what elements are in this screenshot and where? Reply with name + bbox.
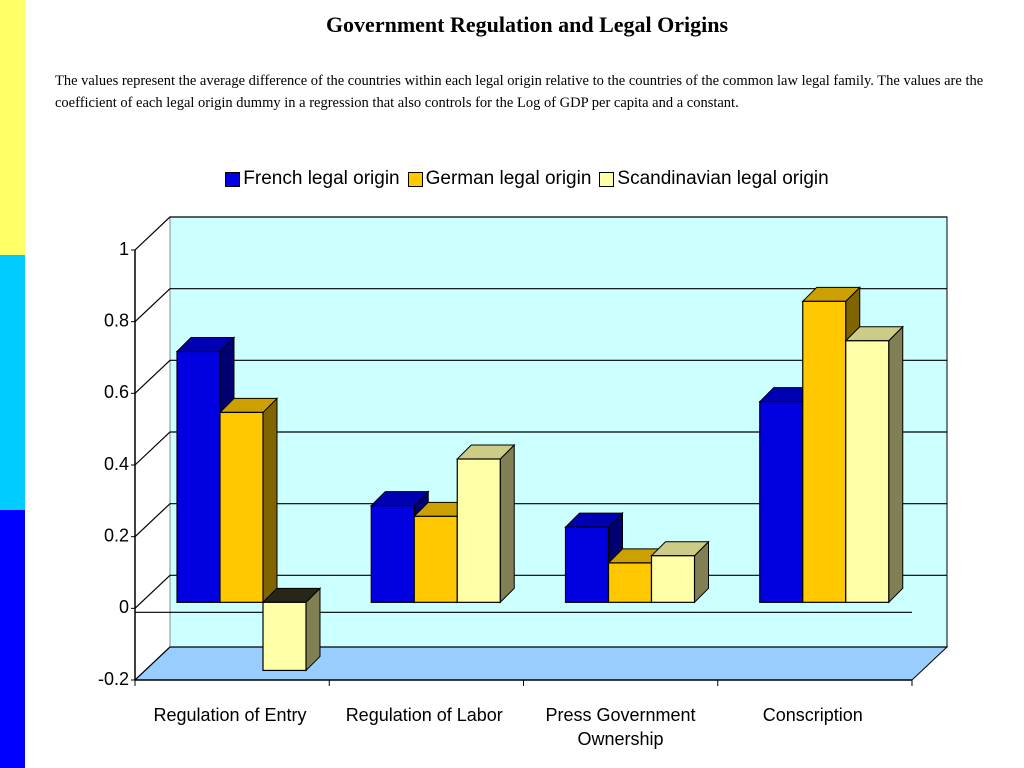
x-tick-label: Conscription <box>762 705 863 725</box>
legend-item: German legal origin <box>407 168 592 190</box>
bar <box>845 340 890 603</box>
bar <box>176 350 221 603</box>
legend-label: French legal origin <box>243 168 400 189</box>
y-tick-label: 0.8 <box>104 310 129 330</box>
floor <box>133 646 949 681</box>
grid-line <box>134 503 947 538</box>
bar <box>564 526 610 603</box>
bar <box>413 515 458 603</box>
y-tick-label: 0.2 <box>104 525 129 545</box>
grid-line <box>134 431 947 466</box>
bar <box>759 401 804 603</box>
bar <box>607 562 653 603</box>
y-tick-label: 0 <box>119 597 129 617</box>
chart-title: Government Regulation and Legal Origins <box>325 12 729 37</box>
bar <box>456 458 501 603</box>
bar <box>650 555 696 603</box>
stripe <box>0 510 25 768</box>
legend-swatch <box>225 171 241 187</box>
y-tick-label: -0.2 <box>98 669 129 689</box>
y-tick-label: 0.4 <box>104 454 129 474</box>
bar <box>262 601 307 672</box>
grid-line <box>134 646 947 681</box>
legend-label: German legal origin <box>425 168 592 189</box>
bar <box>370 504 415 603</box>
bar-side <box>262 397 278 604</box>
x-tick-label: Press Government Ownership <box>545 705 696 749</box>
stripe <box>0 255 25 510</box>
y-tick-label: 0.6 <box>104 382 129 402</box>
bar <box>219 411 264 603</box>
legend-label: Scandinavian legal origin <box>617 168 829 189</box>
x-tick-label: Regulation of Entry <box>153 705 307 725</box>
stripe <box>0 0 25 255</box>
legend-swatch <box>407 171 423 187</box>
y-tick-label: 1 <box>119 239 129 259</box>
grid-line <box>134 359 947 394</box>
bar-side <box>888 325 904 604</box>
legend: French legal origin German legal origin Sc… <box>25 168 1024 190</box>
chart-subtitle: The values represent the average differe… <box>55 73 984 111</box>
bar-side <box>499 443 515 604</box>
grid-line <box>134 288 947 323</box>
legend-item: Scandinavian legal origin <box>599 168 829 190</box>
x-tick-label: Regulation of Labor <box>345 705 503 725</box>
bar <box>802 300 847 603</box>
grid-line <box>134 216 947 251</box>
legend-item: French legal origin <box>225 168 400 190</box>
legend-swatch <box>599 171 615 187</box>
